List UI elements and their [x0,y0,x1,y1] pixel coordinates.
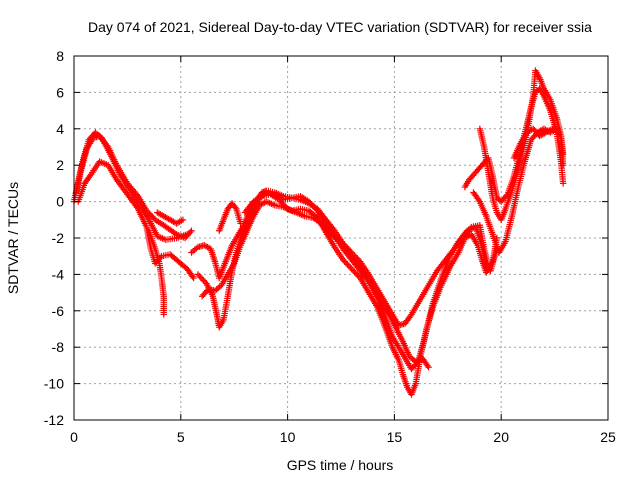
data-point [348,265,355,273]
data-point [160,311,167,318]
axis-layer: 0 5 10 15 20 25 -12 -10 -8 -6 -4 -2 0 2 4 6 8 [44,48,616,445]
y-axis-label: SDTVAR / TECUs [5,182,21,294]
data-point [196,272,203,280]
x-tick-label: 0 [70,429,78,445]
x-tick-label: 20 [493,429,509,445]
series-track-5 [154,209,187,227]
data-point [198,275,206,283]
data-point [147,212,155,219]
series-track-10 [241,191,432,371]
data-point [149,213,156,220]
chart-title: Day 074 of 2021, Sidereal Day-to-day VTE… [88,19,592,35]
y-tick-label: 6 [56,84,64,100]
data-point [237,220,244,227]
y-tick-label: 4 [56,121,64,137]
y-tick-label: -10 [44,376,64,392]
data-point [339,256,347,264]
series-track-9 [216,200,244,234]
data-point [184,231,191,238]
data-point [344,261,351,268]
data-point [555,129,563,136]
y-tick-label: -12 [44,412,64,428]
x-tick-label: 25 [600,429,616,445]
data-point [275,196,283,203]
data-point [280,201,287,208]
series-track-8 [198,198,494,398]
data-point [277,198,284,205]
x-tick-label: 5 [177,429,185,445]
y-tick-label: 0 [56,194,64,210]
data-layer [70,67,567,398]
data-point [487,262,494,269]
data-point [352,270,360,277]
data-point [86,172,94,180]
y-tick-label: 2 [56,157,64,173]
series-track-2 [72,129,191,244]
data-point [351,268,358,276]
data-point [278,199,286,207]
data-point [354,271,361,279]
x-tick-label: 10 [280,429,296,445]
data-point [310,202,317,210]
data-point [312,205,320,213]
data-point [559,162,567,169]
data-point [407,312,414,320]
y-tick-label: -4 [52,266,65,282]
data-point [188,227,195,234]
data-point [305,198,313,205]
series-track-4 [145,227,167,318]
data-point [200,277,207,284]
data-point [201,278,209,286]
data-point [424,362,431,369]
data-point [425,364,432,371]
y-tick-label: 8 [56,48,64,64]
data-point [345,262,353,270]
data-point [559,180,567,187]
data-point [308,201,316,208]
y-tick-label: -8 [52,339,65,355]
y-tick-label: -2 [52,230,65,246]
data-point [194,271,202,278]
data-point [342,259,350,267]
x-axis-label: GPS time / hours [287,457,394,473]
data-point [232,204,239,211]
data-point [341,258,348,265]
data-point [179,216,187,223]
data-point [197,274,204,281]
y-tick-label: -6 [52,303,65,319]
data-point [349,267,357,274]
series-track-14 [510,125,563,162]
data-point [311,204,318,211]
data-point [281,202,288,210]
data-point [475,196,482,204]
data-point [307,199,314,207]
data-point [347,264,354,271]
data-point [189,273,196,280]
data-point [190,274,197,282]
x-tick-label: 15 [387,429,403,445]
data-point [355,273,362,280]
